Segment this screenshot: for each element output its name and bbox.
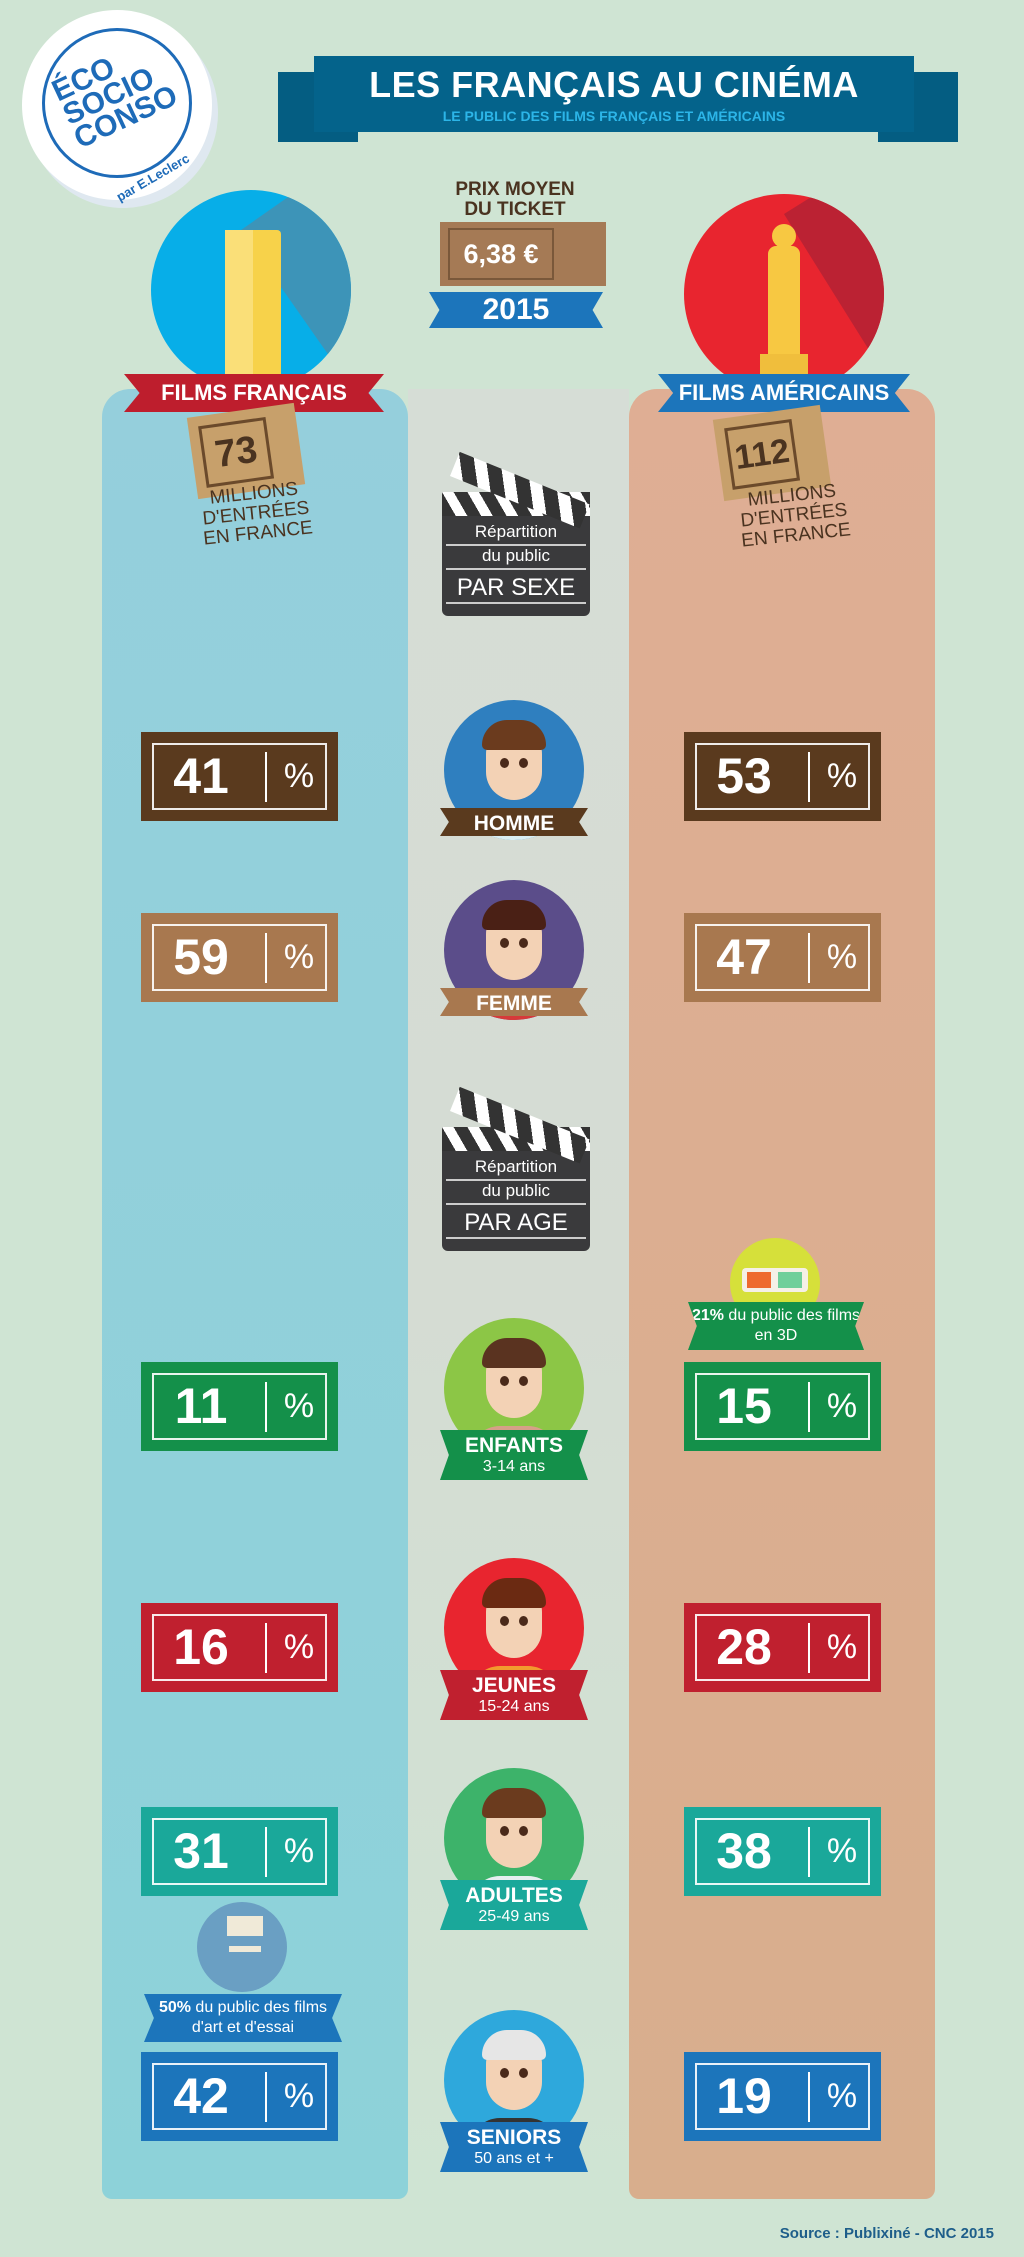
french-film-icon [151, 190, 351, 390]
femme-label: FEMME [440, 988, 588, 1016]
french-percent-ticket: 31 % [141, 1807, 338, 1896]
american-percent-ticket: 38 % [684, 1807, 881, 1896]
clapperboard-sex: Répartition du public PAR SEXE [442, 450, 590, 616]
percent-sign: % [283, 1832, 315, 1870]
percent-sign: % [826, 938, 858, 976]
american-percent-value: 47 [716, 929, 772, 985]
percent-sign: % [826, 1832, 858, 1870]
french-percent-ticket: 59 % [141, 913, 338, 1002]
ticket-price-value: 6,38 € [448, 228, 554, 280]
eco-socio-conso-logo: ÉCO SOCIO CONSO par E.Leclerc [22, 10, 212, 204]
percent-sign: % [826, 1387, 858, 1425]
american-percent-value: 53 [716, 748, 772, 804]
adultes-label: ADULTES 25-49 ans [440, 1880, 588, 1930]
seniors-label: SENIORS 50 ans et + [440, 2122, 588, 2172]
percent-sign: % [826, 1628, 858, 1666]
french-percent-value: 11 [174, 1378, 228, 1434]
french-percent-value: 41 [173, 748, 229, 804]
percent-sign: % [283, 1387, 315, 1425]
percent-sign: % [826, 2077, 858, 2115]
percent-sign: % [283, 938, 315, 976]
oscar-statuette-icon [684, 194, 884, 394]
french-percent-value: 59 [173, 929, 229, 985]
jeunes-label: JEUNES 15-24 ans [440, 1670, 588, 1720]
american-percent-ticket: 19 % [684, 2052, 881, 2141]
french-films-column [102, 389, 408, 2199]
homme-label: HOMME [440, 808, 588, 836]
american-percent-value: 28 [716, 1619, 772, 1675]
american-entries-label: MILLIONS D'ENTRÉES EN FRANCE [739, 480, 852, 552]
page-title: LES FRANÇAIS AU CINÉMA [369, 64, 859, 105]
american-percent-ticket: 47 % [684, 913, 881, 1002]
clapperboard-age: Répartition du public PAR AGE [442, 1085, 590, 1251]
french-percent-ticket: 42 % [141, 2052, 338, 2141]
french-percent-value: 31 [173, 1823, 229, 1879]
title-banner: LES FRANÇAIS AU CINÉMA LE PUBLIC DES FIL… [314, 56, 914, 132]
3d-note: 21% du public des films en 3D [688, 1302, 864, 1350]
percent-sign: % [283, 2077, 315, 2115]
french-percent-ticket: 41 % [141, 732, 338, 821]
american-percent-value: 15 [716, 1378, 772, 1434]
percent-sign: % [283, 1628, 315, 1666]
american-percent-ticket: 53 % [684, 732, 881, 821]
french-percent-ticket: 11 % [141, 1362, 338, 1451]
percent-sign: % [283, 757, 315, 795]
american-percent-value: 38 [716, 1823, 772, 1879]
percent-sign: % [826, 757, 858, 795]
art-house-note: 50% du public des films d'art et d'essai [144, 1994, 342, 2042]
american-percent-ticket: 28 % [684, 1603, 881, 1692]
enfants-label: ENFANTS 3-14 ans [440, 1430, 588, 1480]
year-ribbon: 2015 [429, 292, 603, 328]
french-films-ribbon: FILMS FRANÇAIS [124, 374, 384, 412]
american-percent-ticket: 15 % [684, 1362, 881, 1451]
ticket-price-label: PRIX MOYEN DU TICKET [455, 179, 575, 220]
american-percent-value: 19 [716, 2068, 772, 2124]
source-caption: Source : Publixiné - CNC 2015 [779, 2225, 994, 2242]
director-chair-icon [197, 1902, 287, 1992]
american-films-ribbon: FILMS AMÉRICAINS [658, 374, 910, 412]
french-percent-value: 16 [173, 1619, 229, 1675]
french-percent-value: 42 [173, 2068, 229, 2124]
ticket-price-ticket: 6,38 € [440, 222, 606, 286]
page-subtitle: LE PUBLIC DES FILMS FRANÇAIS ET AMÉRICAI… [442, 108, 786, 124]
french-percent-ticket: 16 % [141, 1603, 338, 1692]
french-entries-label: MILLIONS D'ENTRÉES EN FRANCE [201, 478, 314, 550]
